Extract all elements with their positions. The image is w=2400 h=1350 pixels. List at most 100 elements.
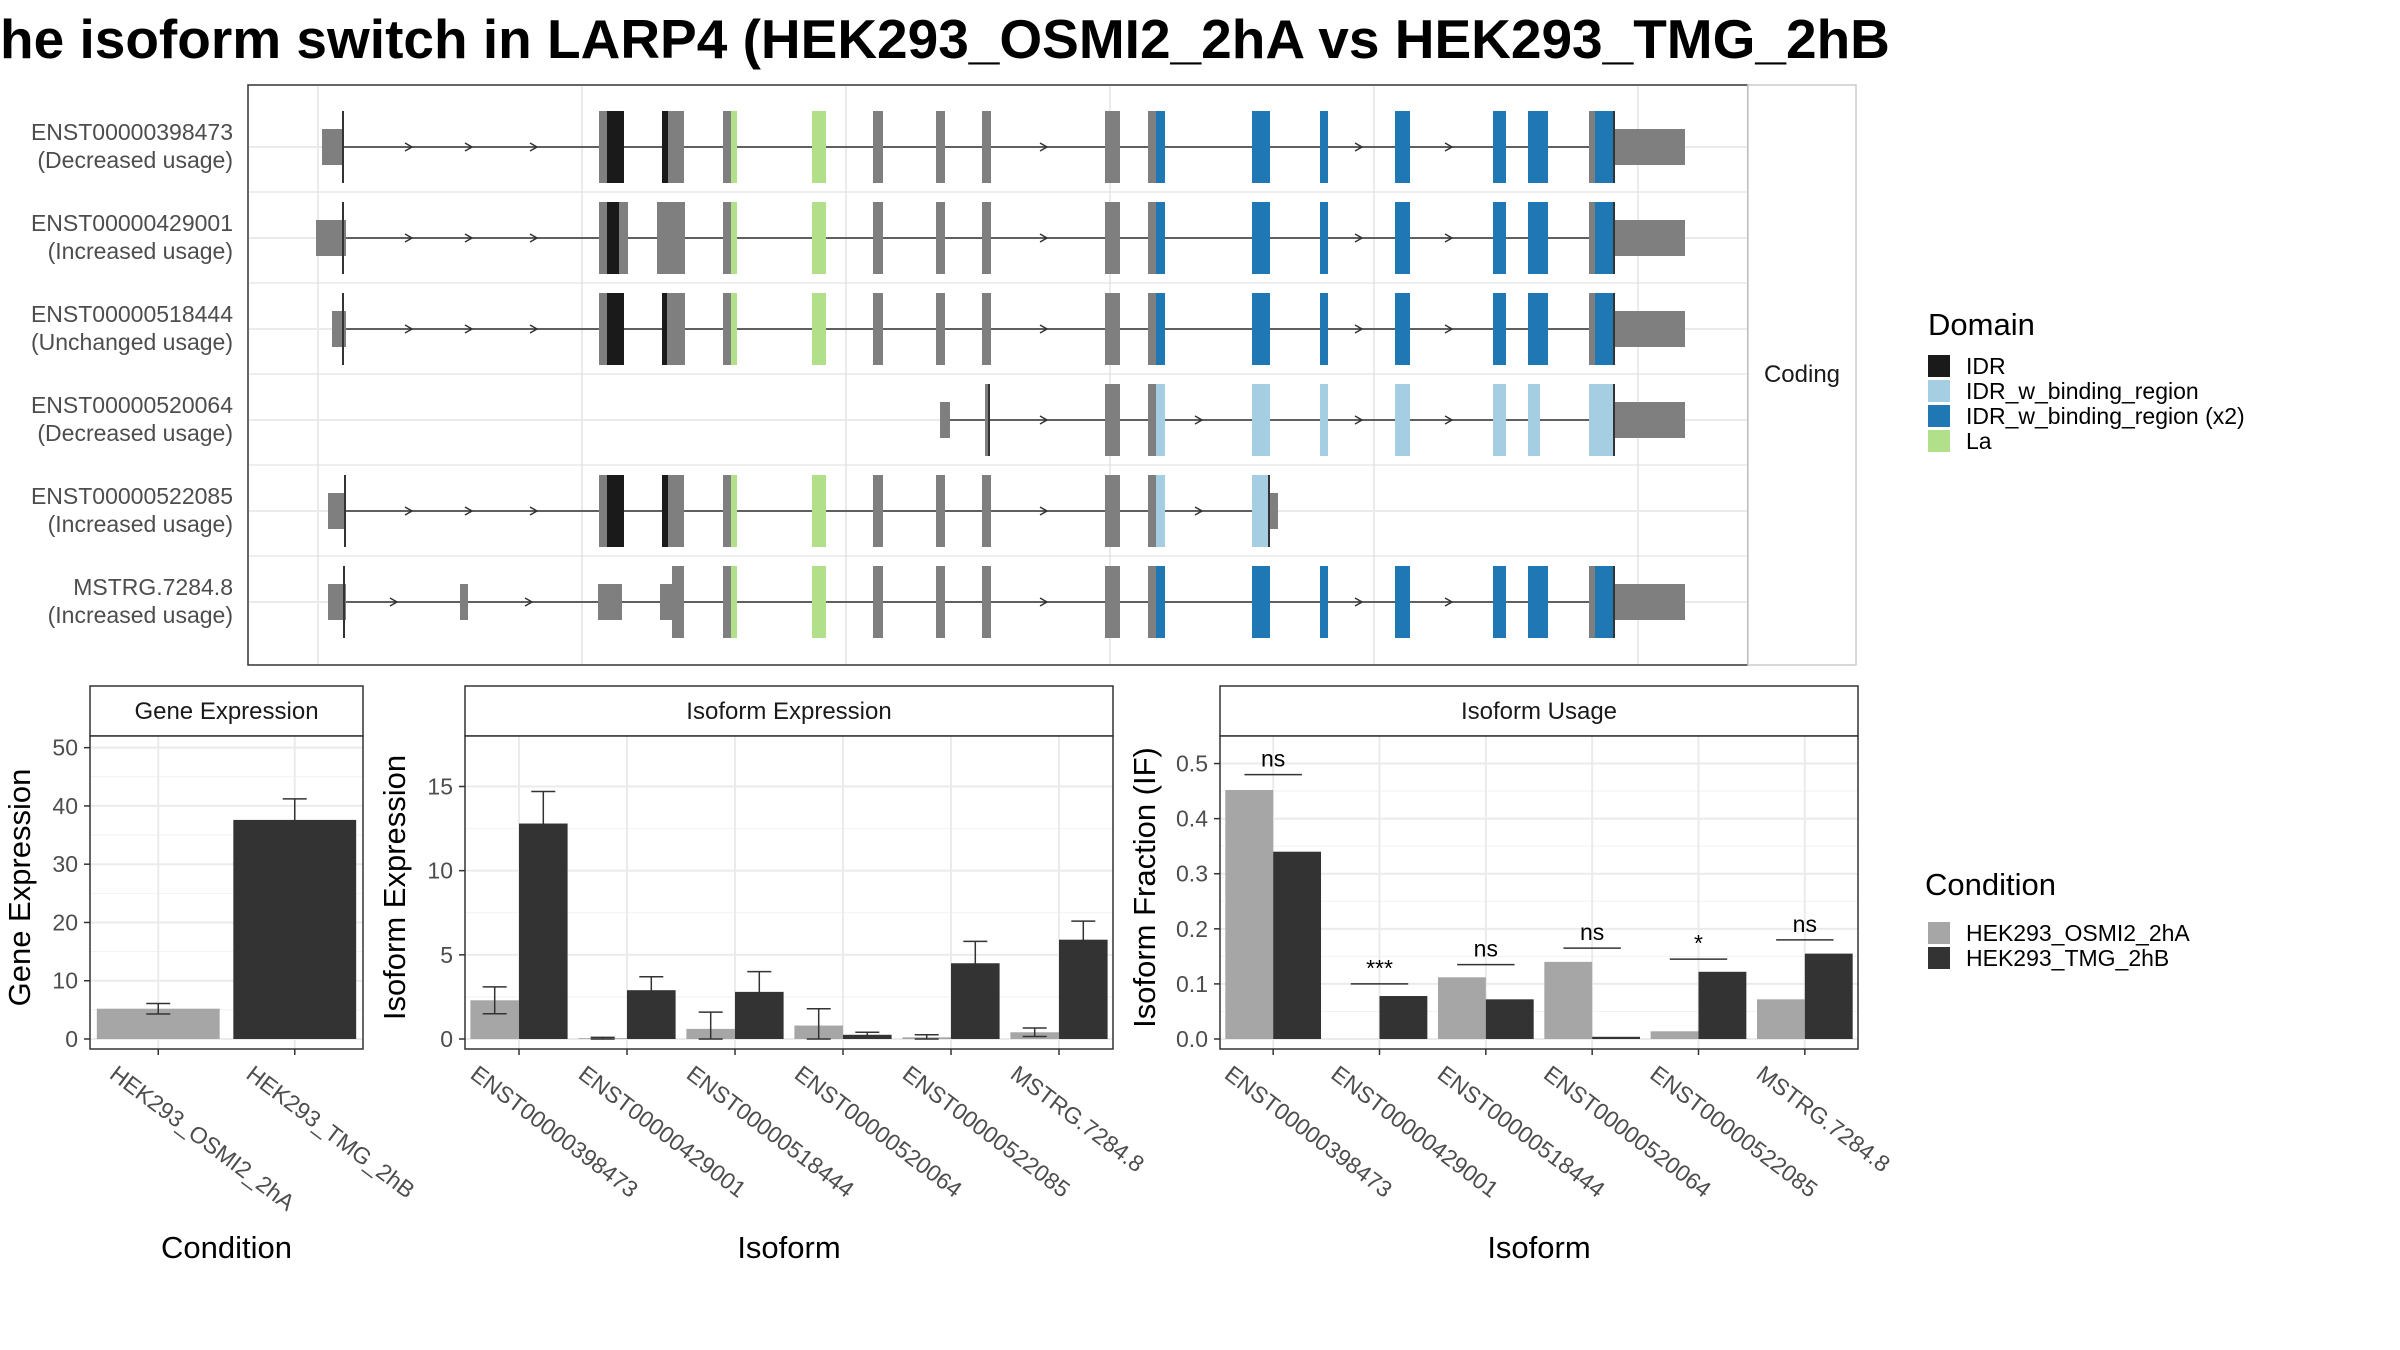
exon bbox=[667, 293, 685, 365]
exon bbox=[1105, 202, 1120, 274]
exon bbox=[982, 202, 991, 274]
panel-title: Isoform Usage bbox=[1461, 698, 1617, 725]
transcript-status-label: (Increased usage) bbox=[48, 602, 233, 628]
bar bbox=[1225, 789, 1274, 1039]
domain-legend-title: Domain bbox=[1928, 307, 2035, 342]
domain-legend-swatch bbox=[1928, 355, 1950, 377]
exon bbox=[1589, 202, 1595, 274]
condition-legend-label: HEK293_TMG_2hB bbox=[1966, 945, 2169, 971]
exon bbox=[607, 202, 619, 274]
exon bbox=[873, 566, 883, 638]
exon bbox=[982, 566, 991, 638]
exon bbox=[723, 111, 731, 183]
strand-arrow bbox=[1039, 142, 1049, 152]
condition-legend-title: Condition bbox=[1925, 867, 2056, 902]
exon bbox=[1615, 402, 1685, 438]
exon bbox=[316, 220, 346, 256]
bar bbox=[1544, 961, 1593, 1039]
strand-arrow bbox=[524, 597, 534, 607]
exon bbox=[328, 493, 344, 529]
exon bbox=[1156, 566, 1165, 638]
transcript-id-label: ENST00000522085 bbox=[31, 483, 233, 509]
exon bbox=[1252, 111, 1270, 183]
y-tick-label: 0.3 bbox=[1176, 861, 1208, 887]
domain-legend-swatch bbox=[1928, 430, 1950, 452]
strand-arrow bbox=[529, 142, 539, 152]
strand-arrow bbox=[1039, 233, 1049, 243]
exon bbox=[660, 584, 672, 620]
exon bbox=[873, 293, 883, 365]
exon bbox=[1395, 111, 1410, 183]
exon bbox=[1156, 202, 1165, 274]
exon bbox=[1595, 293, 1615, 365]
exon bbox=[607, 475, 624, 547]
exon bbox=[1156, 384, 1165, 456]
exon bbox=[598, 584, 622, 620]
bar bbox=[519, 823, 568, 1039]
strand-arrow bbox=[1444, 233, 1454, 243]
transcript-model bbox=[322, 111, 1685, 183]
strand-arrow bbox=[389, 597, 399, 607]
exon bbox=[1493, 111, 1506, 183]
strand-arrow bbox=[1194, 415, 1204, 425]
bar bbox=[1379, 996, 1428, 1039]
exon bbox=[731, 111, 737, 183]
bar bbox=[1592, 1036, 1641, 1039]
exon bbox=[1615, 220, 1685, 256]
strand-arrow bbox=[1444, 324, 1454, 334]
exon bbox=[1148, 293, 1156, 365]
strand-arrow bbox=[1194, 506, 1204, 516]
domain-legend-label: IDR bbox=[1966, 353, 2006, 379]
exon bbox=[1252, 566, 1270, 638]
transcript-model bbox=[940, 384, 1685, 456]
significance-label: ns bbox=[1261, 746, 1285, 772]
transcript-structure-panel: Coding ENST00000398473(Decreased usage)E… bbox=[31, 84, 1857, 666]
y-tick-label: 15 bbox=[427, 774, 453, 800]
exon bbox=[1595, 202, 1615, 274]
exon bbox=[1148, 384, 1156, 456]
bar bbox=[1437, 977, 1486, 1039]
significance-label: ns bbox=[1474, 936, 1498, 962]
exon bbox=[1528, 202, 1548, 274]
condition-legend-swatch bbox=[1928, 947, 1950, 969]
panel-bg bbox=[1220, 736, 1858, 1049]
exon bbox=[873, 475, 883, 547]
strand-arrow bbox=[1354, 597, 1364, 607]
bar bbox=[1756, 999, 1805, 1039]
strand-arrow bbox=[1354, 415, 1364, 425]
exon bbox=[936, 293, 945, 365]
strand-arrow bbox=[529, 324, 539, 334]
exon bbox=[1320, 566, 1328, 638]
exon bbox=[723, 202, 731, 274]
y-tick-label: 0 bbox=[440, 1026, 453, 1052]
transcript-status-label: (Unchanged usage) bbox=[31, 329, 233, 355]
bar bbox=[1273, 851, 1322, 1039]
y-tick-label: 10 bbox=[427, 858, 453, 884]
gene-expression-panel: Gene Expression01020304050HEK293_OSMI2_2… bbox=[2, 685, 420, 1265]
transcript-id-label: ENST00000429001 bbox=[31, 210, 233, 236]
exon bbox=[936, 475, 945, 547]
domain-legend-label: IDR_w_binding_region (x2) bbox=[1966, 403, 2245, 429]
strand-arrow bbox=[1039, 415, 1049, 425]
transcript-status-label: (Increased usage) bbox=[48, 238, 233, 264]
y-axis-title: Isoform Expression bbox=[377, 755, 412, 1020]
y-axis-title: Isoform Fraction (IF) bbox=[1127, 747, 1162, 1028]
significance-label: ns bbox=[1793, 911, 1817, 937]
structure-panel-frame bbox=[247, 84, 1749, 666]
exon bbox=[731, 566, 737, 638]
y-tick-label: 0.0 bbox=[1176, 1026, 1208, 1052]
strand-arrow bbox=[529, 506, 539, 516]
strand-arrow bbox=[1444, 415, 1454, 425]
exon bbox=[668, 475, 684, 547]
y-tick-label: 40 bbox=[52, 793, 78, 819]
exon bbox=[599, 475, 607, 547]
strand-arrow bbox=[464, 324, 474, 334]
condition-legend-swatch bbox=[1928, 922, 1950, 944]
exon bbox=[607, 293, 624, 365]
y-tick-label: 50 bbox=[52, 735, 78, 761]
exon bbox=[812, 293, 826, 365]
transcript-id-label: MSTRG.7284.8 bbox=[73, 574, 233, 600]
y-tick-label: 0.4 bbox=[1176, 806, 1208, 832]
